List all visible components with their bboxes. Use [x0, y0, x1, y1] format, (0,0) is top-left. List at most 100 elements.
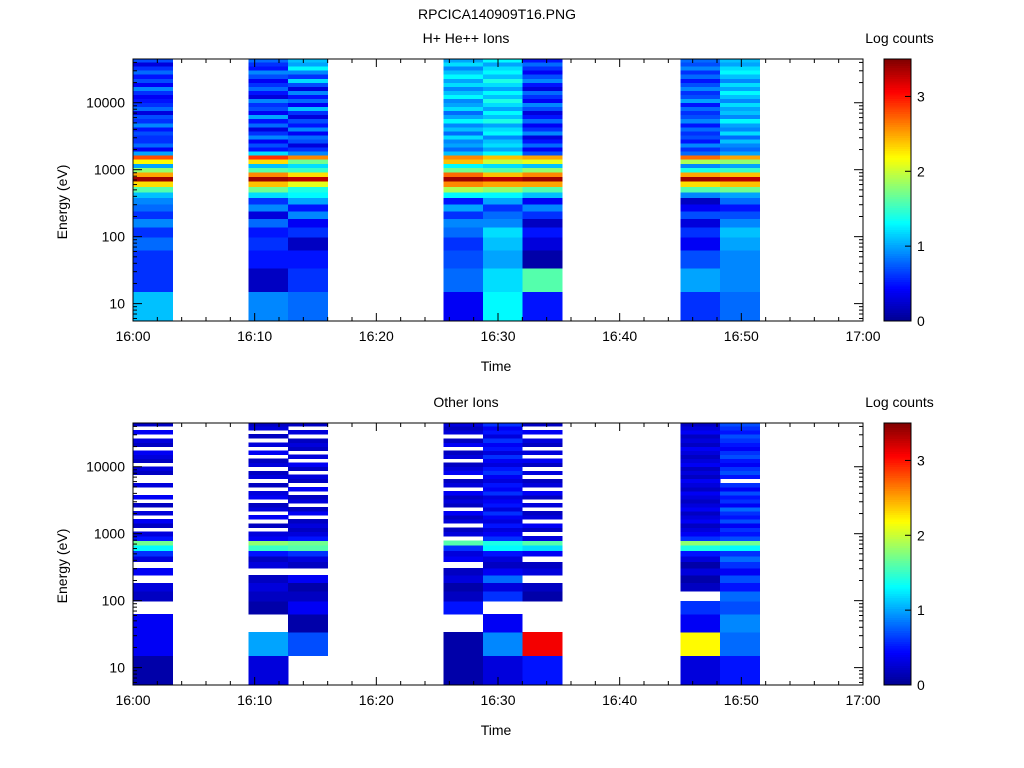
heatmap-cell [522, 122, 563, 128]
heatmap-cell [133, 423, 173, 427]
colorbar-segment [884, 464, 911, 468]
heatmap-cell [482, 498, 523, 504]
heatmap-cell [133, 519, 173, 524]
heatmap-cell [720, 163, 760, 169]
heatmap-cell [680, 122, 721, 128]
heatmap-cell [443, 118, 484, 124]
heatmap-cell [720, 430, 760, 435]
heatmap-cell [443, 550, 484, 557]
heatmap-cell [133, 59, 173, 63]
heatmap-cell [248, 545, 289, 551]
heatmap-cell [443, 545, 484, 551]
heatmap-cell [248, 181, 289, 187]
colorbar-segment [884, 74, 911, 77]
heatmap-cell [248, 155, 289, 160]
colorbar-segment [884, 495, 911, 498]
heatmap-cell [133, 143, 173, 148]
heatmap-cell [133, 181, 173, 187]
heatmap-cell [443, 151, 484, 156]
x-tick-label: 16:50 [724, 692, 759, 708]
heatmap-cell [248, 555, 289, 563]
heatmap-cell [680, 291, 721, 322]
colorbar-tick-label: 2 [917, 527, 925, 543]
colorbar-segment [884, 176, 911, 180]
colorbar-segment [884, 547, 911, 551]
heatmap-cell [288, 118, 329, 124]
heatmap-cell [482, 446, 523, 451]
colorbar-segment [884, 301, 911, 305]
heatmap-cell [443, 78, 484, 83]
heatmap-cell [288, 545, 329, 551]
heatmap-cell [522, 186, 563, 193]
colorbar-tick-label: 3 [917, 452, 925, 468]
heatmap-cell [680, 159, 721, 164]
heatmap-cell [443, 102, 484, 108]
heatmap-cell [680, 601, 721, 615]
heatmap-cell [482, 536, 523, 541]
colorbar-segment [884, 294, 911, 298]
heatmap-cell [133, 438, 173, 443]
heatmap-cell [720, 226, 760, 238]
y-tick-label: 100 [102, 593, 126, 609]
heatmap-cell [443, 90, 484, 96]
heatmap-cell [248, 250, 289, 269]
colorbar-segment [884, 78, 911, 82]
heatmap-cell [680, 540, 721, 546]
colorbar-segment [884, 593, 911, 596]
heatmap-cell [680, 555, 721, 563]
heatmap-cell [482, 527, 523, 533]
heatmap-cell [443, 438, 484, 443]
heatmap-cell [248, 151, 289, 156]
heatmap-cell [288, 62, 329, 67]
colorbar-segment [884, 658, 911, 662]
heatmap-cell [522, 172, 563, 177]
colorbar-segment [884, 488, 911, 492]
heatmap-cell [720, 523, 760, 528]
colorbar-segment [884, 595, 911, 599]
y-tick-label: 10 [109, 296, 125, 312]
heatmap-cell [482, 466, 523, 472]
heatmap-cell [133, 186, 173, 193]
colorbar-segment [884, 508, 911, 511]
heatmap-cell [522, 250, 563, 269]
heatmap-cell [522, 110, 563, 116]
heatmap-cell [443, 568, 484, 576]
colorbar-segment [884, 272, 911, 276]
heatmap-cell [482, 114, 523, 120]
heatmap-cell [443, 172, 484, 177]
heatmap-cell [720, 86, 760, 91]
colorbar-label: Log counts [865, 30, 934, 46]
heatmap-cell [248, 482, 289, 488]
colorbar-segment [884, 85, 911, 88]
heatmap-cell [443, 167, 484, 173]
heatmap-cell [680, 167, 721, 173]
heatmap-cell [133, 511, 173, 516]
heatmap-cell [720, 114, 760, 120]
heatmap-cell [482, 478, 523, 484]
heatmap-cell [482, 462, 523, 468]
heatmap-cell [522, 211, 563, 220]
heatmap-cell [248, 507, 289, 512]
heatmap-cell [482, 568, 523, 576]
colorbar-segment [884, 251, 911, 254]
heatmap-cell [720, 503, 760, 508]
heatmap-cell [680, 143, 721, 148]
heatmap-cell [522, 482, 563, 488]
heatmap-cell [443, 176, 484, 182]
heatmap-cell [482, 250, 523, 269]
heatmap-cell [288, 582, 329, 592]
heatmap-cell [133, 211, 173, 220]
colorbar-segment [884, 155, 911, 158]
x-tick-label: 16:20 [359, 692, 394, 708]
heatmap-cell [443, 163, 484, 169]
heatmap-cell [482, 186, 523, 193]
colorbar-segment [884, 427, 911, 431]
heatmap-cell [482, 430, 523, 435]
colorbar-segment [884, 442, 911, 446]
colorbar-segment [884, 257, 911, 261]
heatmap-cell [248, 490, 289, 496]
heatmap-cell [680, 458, 721, 464]
colorbar-segment [884, 549, 911, 553]
heatmap-cell [680, 130, 721, 136]
heatmap-cell [248, 268, 289, 293]
